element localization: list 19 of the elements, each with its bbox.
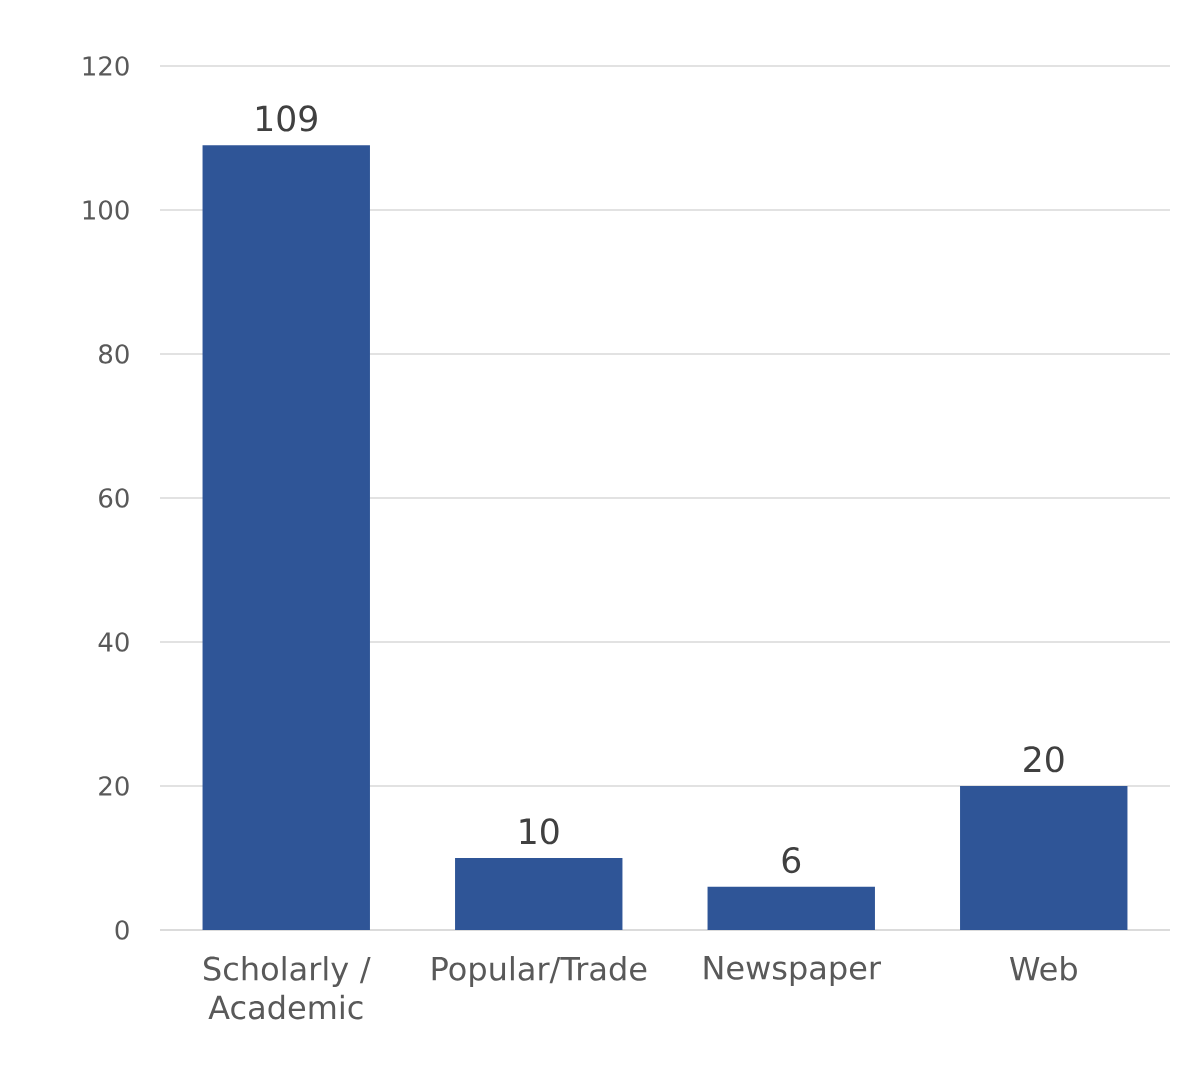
y-tick-label: 20	[99, 776, 129, 796]
bar	[707, 886, 875, 930]
y-tick-label: 120	[83, 56, 129, 76]
y-tick-label: 40	[98, 632, 129, 652]
data-label: 10	[520, 818, 559, 845]
y-tick-label: 60	[99, 488, 129, 508]
bar	[960, 785, 1128, 930]
y-tick-label: 100	[83, 200, 129, 220]
bar	[202, 145, 370, 930]
data-label: 20	[1024, 746, 1064, 773]
x-tick-label: Web	[1009, 956, 1077, 981]
y-tick-label: 0	[115, 920, 129, 940]
x-tick-label: Newspaper	[704, 956, 882, 987]
y-tick-label: 80	[99, 344, 129, 364]
data-label: 109	[256, 105, 317, 132]
x-tick-label: Popular/Trade	[432, 956, 647, 987]
x-tick-label: Scholarly / Academic	[204, 956, 371, 1020]
data-label: 6	[782, 846, 801, 874]
bar	[455, 857, 623, 930]
